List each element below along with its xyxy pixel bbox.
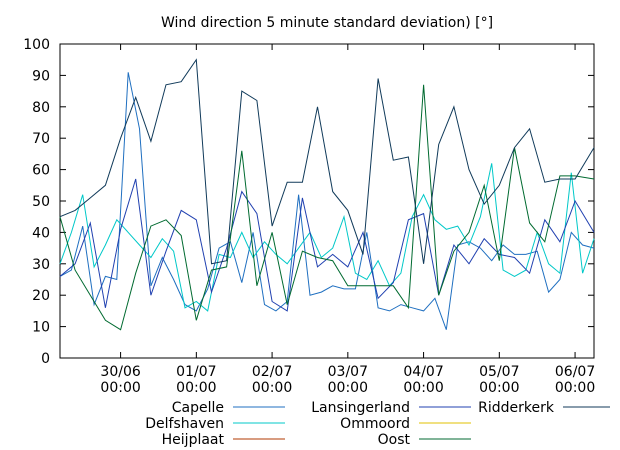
x-tick-label-date: 01/07	[176, 364, 216, 380]
legend-label-ommoord: Ommoord	[340, 416, 410, 432]
y-tick-label: 100	[23, 37, 50, 53]
x-tick-label-time: 00:00	[328, 380, 368, 396]
chart-title: Wind direction 5 minute standard deviati…	[161, 15, 493, 31]
legend-label-oost: Oost	[378, 432, 411, 448]
y-tick-label: 80	[32, 100, 50, 116]
plot-area	[59, 58, 595, 331]
y-tick-label: 40	[32, 225, 50, 241]
legend-label-capelle: Capelle	[172, 400, 224, 416]
y-tick-label: 90	[32, 68, 50, 84]
plot-frame	[59, 43, 595, 359]
x-axis: 30/0600:0001/0700:0002/0700:0003/0700:00…	[100, 44, 595, 396]
x-tick-label-time: 00:00	[100, 380, 140, 396]
legend-label-delfshaven: Delfshaven	[145, 416, 224, 432]
series-line-oost	[59, 84, 595, 331]
x-tick-label-date: 06/07	[555, 364, 595, 380]
series-line-delfshaven	[59, 163, 595, 312]
x-tick-label-date: 02/07	[252, 364, 292, 380]
legend-label-lansingerland: Lansingerland	[311, 400, 410, 416]
legend-label-heijplaat: Heijplaat	[162, 432, 225, 448]
x-tick-label-time: 00:00	[403, 380, 443, 396]
legend: CapelleDelfshavenHeijplaatLansingerlandO…	[145, 400, 610, 448]
x-tick-label-date: 30/06	[100, 364, 140, 380]
y-tick-label: 20	[32, 288, 50, 304]
series-line-lansingerland	[59, 178, 595, 312]
y-tick-label: 60	[32, 163, 50, 179]
series-line-capelle	[59, 72, 595, 330]
x-tick-label-date: 04/07	[403, 364, 443, 380]
y-tick-label: 0	[41, 351, 50, 367]
x-tick-label-time: 00:00	[479, 380, 519, 396]
x-tick-label-date: 03/07	[328, 364, 368, 380]
series-line-ridderkerk	[59, 58, 595, 265]
y-axis: 0 10 20 30 40 50 60 70 80 90 100	[23, 37, 594, 367]
x-tick-label-time: 00:00	[555, 380, 595, 396]
x-tick-label-date: 05/07	[479, 364, 519, 380]
x-tick-label-time: 00:00	[176, 380, 216, 396]
y-tick-label: 10	[32, 320, 50, 336]
y-tick-label: 70	[32, 131, 50, 147]
y-tick-label: 50	[32, 194, 50, 210]
legend-label-ridderkerk: Ridderkerk	[478, 400, 555, 416]
y-tick-label: 30	[32, 257, 50, 273]
x-tick-label-time: 00:00	[252, 380, 292, 396]
